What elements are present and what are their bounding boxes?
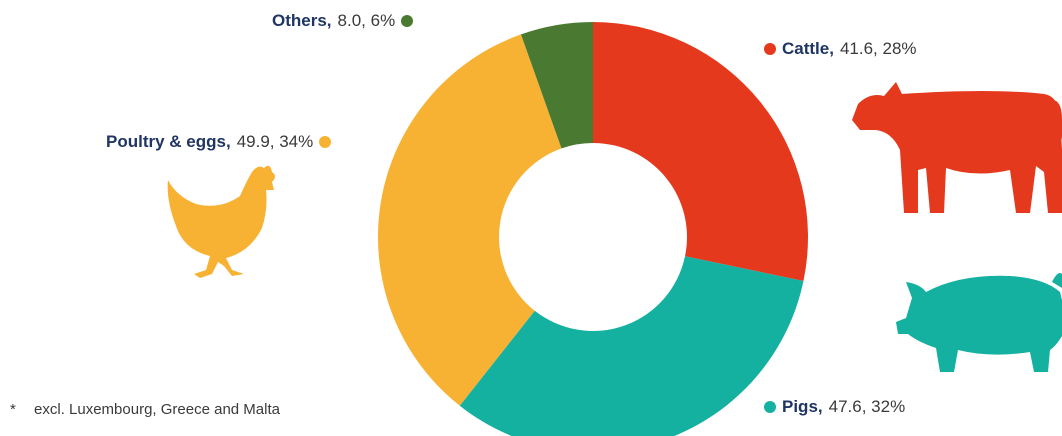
- slice-name-others: Others,: [272, 11, 332, 30]
- slice-label-pigs: Pigs, 47.6, 32%: [764, 397, 905, 417]
- legend-dot-others: [401, 15, 414, 27]
- legend-dot-cattle: [764, 43, 776, 55]
- donut-chart: [377, 22, 809, 436]
- chicken-icon: [167, 165, 275, 278]
- cow-icon: [852, 82, 1062, 213]
- slice-value-others: 8.0, 6%: [337, 11, 396, 30]
- slice-poultry-eggs: [377, 34, 562, 406]
- legend-dot-poultry: [319, 136, 332, 148]
- slice-name-poultry: Poultry & eggs,: [106, 132, 231, 151]
- slice-label-others: Others, 8.0, 6%: [272, 11, 414, 31]
- slice-others: [520, 22, 593, 149]
- slice-name-pigs: Pigs,: [782, 397, 823, 416]
- legend-dot-pigs: [764, 401, 776, 413]
- pig-icon: [896, 273, 1062, 372]
- slice-value-pigs: 47.6, 32%: [828, 397, 906, 416]
- slice-pigs: [459, 256, 804, 436]
- slice-value-cattle: 41.6, 28%: [839, 39, 917, 58]
- slice-label-poultry: Poultry & eggs, 49.9, 34%: [106, 132, 332, 152]
- footnote-marker: *: [10, 401, 16, 418]
- footnote-text: excl. Luxembourg, Greece and Malta: [34, 401, 280, 418]
- slice-label-cattle: Cattle, 41.6, 28%: [764, 39, 917, 59]
- slice-name-cattle: Cattle,: [782, 39, 834, 58]
- footnote: * excl. Luxembourg, Greece and Malta: [10, 401, 280, 418]
- slice-cattle: [593, 22, 809, 281]
- slice-value-poultry: 49.9, 34%: [236, 132, 314, 151]
